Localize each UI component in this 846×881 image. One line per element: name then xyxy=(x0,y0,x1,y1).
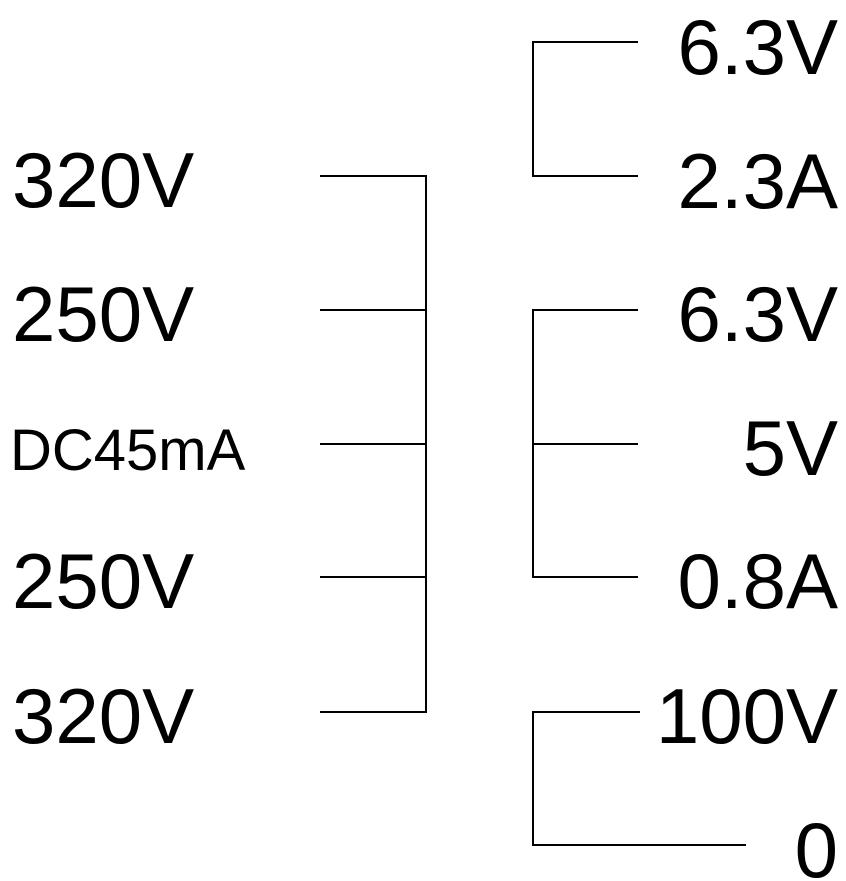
heater-2-rectifier-label: 5V xyxy=(743,404,838,492)
heater-1-current-label: 2.3A xyxy=(678,137,838,225)
primary-bracket xyxy=(532,711,746,846)
secondary-current-label: DC45mA xyxy=(10,418,246,483)
secondary-tap-label-5: 320V xyxy=(12,672,194,760)
heater-winding-1: 6.3V 2.3A xyxy=(532,3,838,225)
primary-winding: 100V 0 xyxy=(532,672,838,881)
secondary-winding: 320V 250V DC45mA 250V 320V xyxy=(10,136,427,760)
heater-2-voltage-label: 6.3V xyxy=(678,270,838,358)
heater-1-bracket xyxy=(532,41,638,177)
secondary-tap-label-4: 250V xyxy=(12,537,194,625)
secondary-tap-label-1: 320V xyxy=(12,136,194,224)
heater-winding-2: 6.3V 5V 0.8A xyxy=(532,270,838,625)
heater-1-voltage-label: 6.3V xyxy=(678,3,838,91)
primary-zero-label: 0 xyxy=(795,806,838,881)
primary-voltage-label: 100V xyxy=(656,672,838,760)
secondary-tap-label-2: 250V xyxy=(12,270,194,358)
heater-2-current-label: 0.8A xyxy=(678,537,838,625)
